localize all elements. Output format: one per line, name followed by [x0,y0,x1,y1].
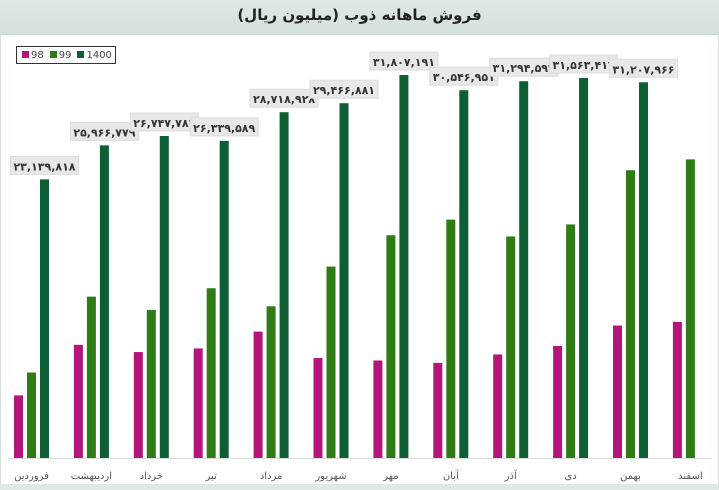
legend-swatch [77,51,85,58]
x-tick-label: مهر [382,471,398,482]
title-bar: فروش ماهانه ذوب (میلیون ریال) [0,0,719,35]
x-tick-label: فروردین [14,471,49,482]
data-label-bg [609,58,678,78]
x-tick-label: شهریور [314,471,346,482]
bar-1400 [519,81,529,458]
bar-99 [206,288,216,458]
data-label-1400: ۳۱,۸۰۷,۱۹۱ [373,56,435,69]
legend-swatch [49,51,57,58]
data-label-bg [189,117,259,137]
bar-99 [386,235,396,458]
bar-98 [253,331,263,458]
data-label-bg [309,79,379,99]
x-tick-label: اسفند [678,471,702,482]
bar-98 [672,321,682,458]
x-tick-label: اردیبهشت [71,471,112,482]
bar-98 [313,358,323,458]
bar-98 [613,325,622,458]
bar-99 [86,296,96,458]
data-label-bg [10,155,79,175]
bar-98 [133,352,143,458]
bar-99 [626,170,635,458]
legend-item-99: 99 [49,50,71,61]
data-label-1400: ۲۳,۱۳۹,۸۱۸ [13,160,75,173]
bar-1400 [579,77,589,459]
bar-1400 [159,135,169,459]
bar-98 [493,354,503,458]
data-label-1400: ۲۹,۴۶۶,۸۸۱ [313,84,375,97]
bar-1400 [40,179,49,458]
bar-98 [193,348,203,458]
x-tick-label: خرداد [140,471,163,482]
data-label-1400: ۳۱,۵۶۳,۴۱۷ [553,59,615,72]
legend: 98 99 1400 [16,46,116,64]
bottom-bar [0,484,719,490]
bar-99 [446,219,456,458]
data-label-1400: ۳۱,۲۹۴,۵۹۳ [493,62,555,75]
bar-99 [326,266,336,458]
legend-item-1400: 1400 [77,50,112,61]
bar-1400 [399,75,409,459]
bar-1400 [459,90,469,458]
bar-98 [73,344,83,458]
data-label-1400: ۲۶,۷۴۷,۷۸۴ [133,117,195,130]
bar-99 [685,159,695,458]
bar-1400 [639,82,648,458]
data-label-1400: ۲۵,۹۶۶,۷۷۹ [73,126,135,139]
bar-98 [553,346,563,458]
data-label-1400: ۲۶,۳۳۹,۵۸۹ [193,122,255,135]
data-label-1400: ۲۸,۷۱۸,۹۲۸ [253,93,315,106]
bar-99 [266,306,276,458]
x-tick-label: مرداد [260,471,283,482]
bar-1400 [219,140,229,459]
data-label-bg [369,51,439,71]
legend-swatch [22,51,29,58]
bar-98 [14,395,23,458]
bar-99 [506,236,516,458]
bar-1400 [279,112,289,458]
bar-98 [433,362,443,458]
x-tick-label: آذر [504,469,518,482]
data-label-1400: ۳۱,۲۰۷,۹۶۶ [612,63,674,76]
data-label-1400: ۳۰,۵۴۶,۹۵۱ [433,71,495,84]
bar-98 [373,360,383,458]
bar-99 [27,372,36,458]
bar-99 [146,309,156,458]
bar-1400 [99,145,109,458]
x-tick-label: دی [564,471,576,482]
x-tick-label: تیر [205,471,218,482]
bar-1400 [339,103,349,458]
legend-item-98: 98 [22,50,44,61]
x-tick-label: آبان [443,469,460,482]
x-tick-label: بهمن [620,471,641,482]
chart-title: فروش ماهانه ذوب (میلیون ریال) [237,6,482,24]
bar-99 [566,224,576,458]
